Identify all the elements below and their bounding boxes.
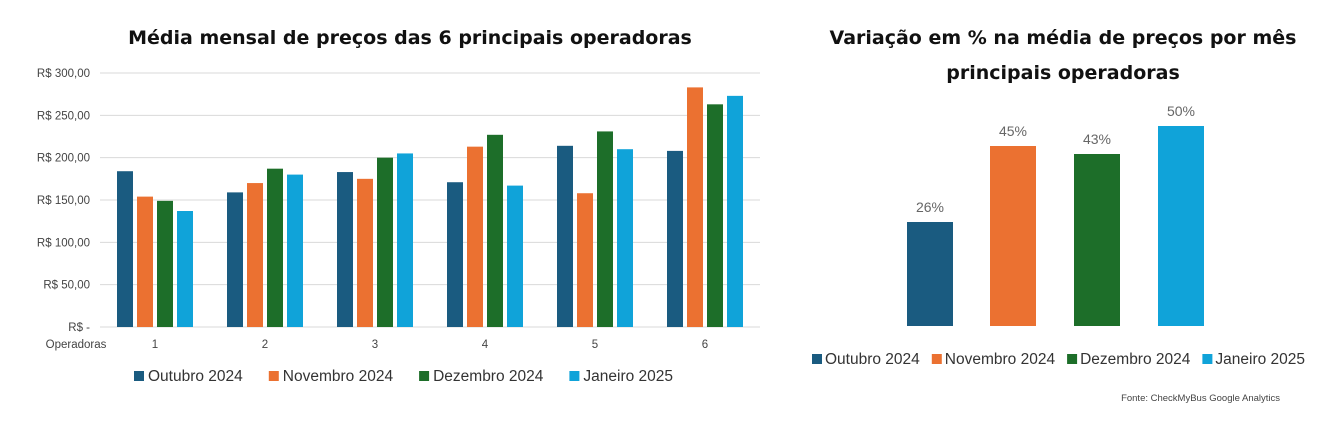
y-tick-label: R$ 150,00 — [37, 195, 90, 207]
legend-label-outubro: Outubro 2024 — [148, 368, 243, 385]
legend-swatch-janeiro — [569, 371, 580, 381]
bar-dezembro-3 — [377, 157, 393, 327]
legend-swatch-janeiro — [1202, 354, 1213, 364]
x-tick-label: 2 — [262, 339, 268, 351]
bar-novembro-1 — [137, 196, 153, 327]
bar-janeiro-1 — [177, 211, 193, 327]
left-chart-title: Média mensal de preços das 6 principais … — [128, 27, 692, 49]
bar-dezembro-6 — [707, 104, 723, 328]
legend-swatch-novembro — [931, 354, 942, 364]
bar-janeiro-4 — [507, 185, 523, 327]
legend-label-outubro: Outubro 2024 — [825, 351, 920, 368]
bar-dezembro-4 — [487, 134, 503, 327]
percent-variation-chart: Variação em % na média de preços por mês… — [812, 27, 1305, 404]
legend-swatch-outubro — [134, 371, 144, 381]
bar-outubro-5 — [557, 145, 573, 327]
x-tick-label: 6 — [702, 339, 708, 351]
bar-dezembro-1 — [157, 200, 173, 327]
x-tick-label: 4 — [482, 339, 489, 351]
bar-novembro-4 — [467, 146, 483, 327]
legend-label-dezembro: Dezembro 2024 — [433, 368, 544, 385]
bar-novembro-5 — [577, 193, 593, 327]
bar-dezembro — [1074, 154, 1120, 326]
bar-dezembro-2 — [267, 168, 283, 327]
legend-swatch-dezembro — [419, 371, 430, 381]
bar-dezembro-5 — [597, 131, 613, 327]
bar-novembro-6 — [687, 87, 703, 327]
bar-outubro-1 — [117, 171, 133, 327]
legend-label-novembro: Novembro 2024 — [283, 368, 394, 385]
bar-outubro-6 — [667, 150, 683, 327]
legend-swatch-novembro — [268, 371, 279, 381]
legend-label-janeiro: Janeiro 2025 — [583, 368, 673, 385]
bar-janeiro-3 — [397, 153, 413, 327]
x-tick-label: 1 — [152, 339, 158, 351]
y-tick-label: R$ 300,00 — [37, 68, 90, 80]
x-axis-label: Operadoras — [46, 339, 107, 351]
right-chart-subtitle: principais operadoras — [946, 62, 1180, 84]
legend-swatch-dezembro — [1067, 354, 1078, 364]
right-chart-title: Variação em % na média de preços por mês — [830, 27, 1297, 49]
y-tick-label: R$ 200,00 — [37, 153, 90, 165]
legend-label-janeiro: Janeiro 2025 — [1215, 351, 1305, 368]
data-label-outubro: 26% — [916, 199, 944, 215]
bar-janeiro — [1158, 126, 1204, 326]
bar-janeiro-2 — [287, 174, 303, 327]
bar-outubro-4 — [447, 182, 463, 327]
y-tick-label: R$ 50,00 — [43, 280, 90, 292]
bar-janeiro-6 — [727, 95, 743, 327]
bar-outubro — [907, 222, 953, 326]
data-label-novembro: 45% — [999, 123, 1027, 139]
monthly-price-chart: Média mensal de preços das 6 principais … — [37, 27, 760, 385]
x-tick-label: 3 — [372, 339, 378, 351]
data-label-janeiro: 50% — [1167, 103, 1195, 119]
bar-novembro — [990, 146, 1036, 326]
y-tick-label: R$ 100,00 — [37, 237, 90, 249]
source-note: Fonte: CheckMyBus Google Analytics — [1121, 393, 1280, 404]
legend-label-dezembro: Dezembro 2024 — [1080, 351, 1191, 368]
y-tick-label: R$ 250,00 — [37, 110, 90, 122]
bar-outubro-3 — [337, 172, 353, 327]
data-label-dezembro: 43% — [1083, 131, 1111, 147]
bar-novembro-2 — [247, 183, 263, 327]
bar-outubro-2 — [227, 192, 243, 327]
bar-novembro-3 — [357, 178, 373, 327]
y-tick-label: R$ - — [68, 322, 90, 334]
bar-janeiro-5 — [617, 149, 633, 327]
x-tick-label: 5 — [592, 339, 598, 351]
legend-label-novembro: Novembro 2024 — [945, 351, 1056, 368]
legend-swatch-outubro — [812, 354, 822, 364]
